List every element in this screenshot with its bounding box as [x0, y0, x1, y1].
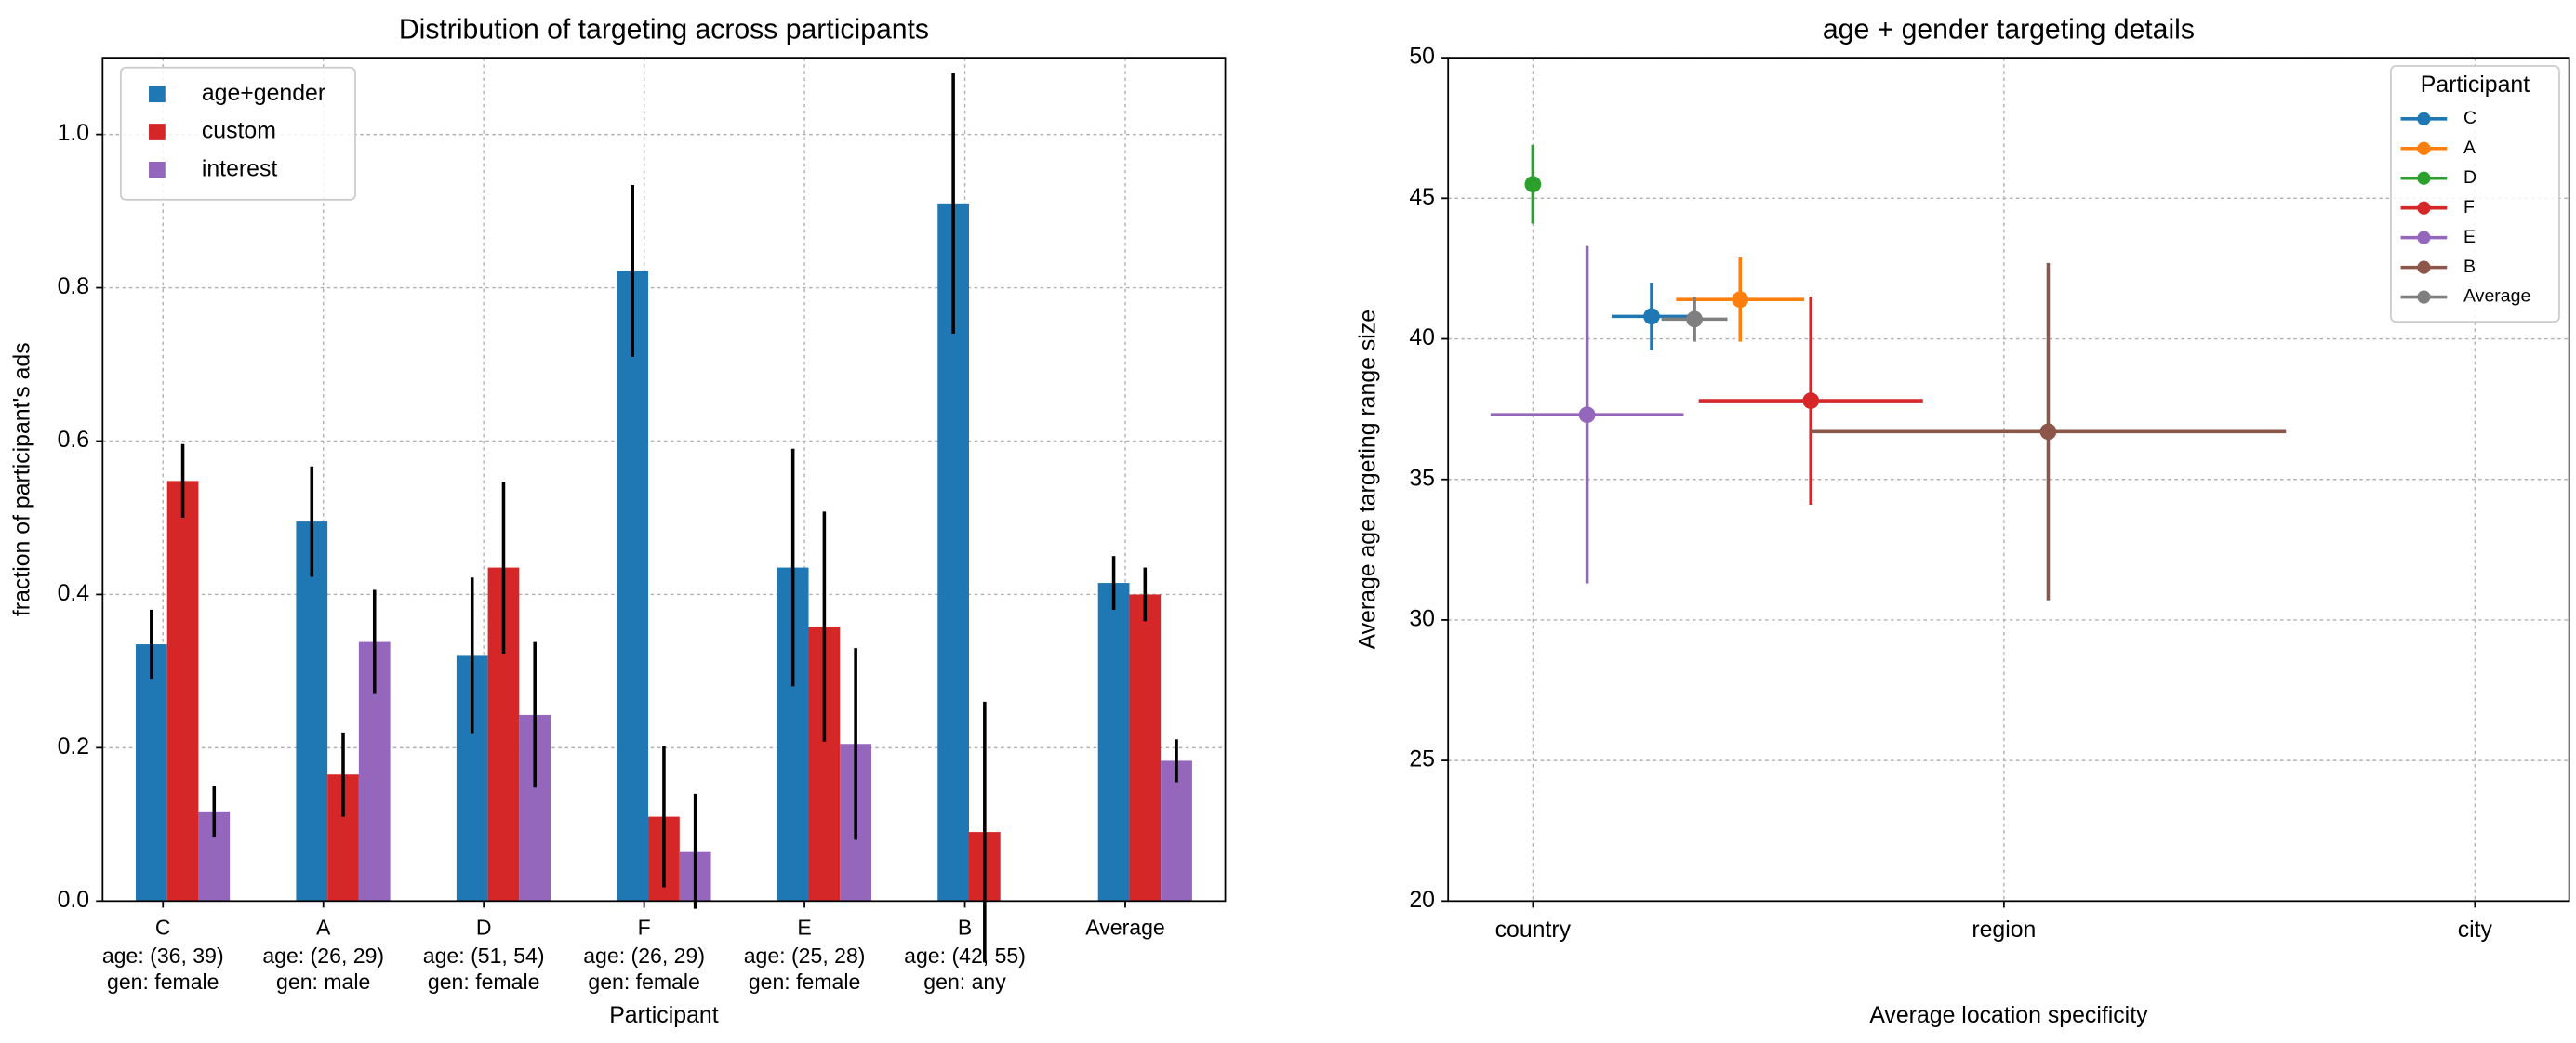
bar: [166, 481, 199, 902]
y-tick-label: 20: [1409, 888, 1435, 913]
x-axis-label: Participant: [609, 1003, 718, 1028]
legend-label: E: [2463, 227, 2476, 247]
legend-swatch: [149, 161, 166, 178]
x-tick-label: B: [958, 916, 972, 940]
legend-box: [119, 66, 356, 201]
legend-marker: [2417, 231, 2431, 244]
x-tick-label: D: [476, 916, 492, 940]
point: [2039, 423, 2057, 441]
bar: [1097, 583, 1130, 902]
x-tick-label: E: [797, 916, 811, 940]
y-tick-label: 25: [1409, 747, 1435, 772]
x-tick-detail: gen: any: [923, 970, 1006, 994]
legend-swatch: [149, 124, 166, 140]
bar: [296, 522, 328, 902]
x-tick-label: city: [2458, 918, 2493, 943]
x-tick-detail: age: (26, 29): [262, 944, 384, 968]
y-axis-label: fraction of participant's ads: [10, 342, 35, 616]
y-tick-label: 0.0: [58, 888, 90, 913]
legend-label: age+gender: [202, 81, 325, 106]
legend-marker: [2417, 112, 2431, 125]
x-tick-label: F: [638, 916, 651, 940]
x-tick-detail: age: (51, 54): [423, 944, 545, 968]
legend-marker: [2417, 260, 2431, 274]
x-tick-label: A: [316, 916, 331, 940]
y-tick-label: 50: [1409, 45, 1435, 70]
bar: [1161, 760, 1192, 902]
x-tick-label: country: [1495, 918, 1572, 943]
x-tick-detail: gen: female: [588, 970, 700, 994]
y-tick-label: 0.4: [58, 581, 90, 606]
legend-marker: [2417, 141, 2431, 155]
x-tick-detail: gen: female: [428, 970, 540, 994]
x-tick-detail: age: (25, 28): [744, 944, 866, 968]
legend-label: B: [2463, 257, 2476, 277]
x-axis-label: Average location specificity: [1869, 1003, 2148, 1028]
legend-label: custom: [202, 119, 276, 144]
x-tick-detail: age: (42, 55): [904, 944, 1026, 968]
y-tick-label: 0.2: [58, 734, 90, 759]
axes-frame: [101, 57, 1227, 903]
point: [1686, 310, 1703, 328]
y-tick-label: 35: [1409, 466, 1435, 491]
x-tick-detail: gen: female: [107, 970, 219, 994]
y-tick-label: 30: [1409, 606, 1435, 631]
legend: age+gender custom interest: [119, 66, 356, 201]
point: [1578, 406, 1596, 424]
chart-title: Distribution of targeting across partici…: [399, 15, 929, 46]
y-axis-label: Average age targeting range size: [1356, 310, 1381, 650]
legend-marker: [2417, 290, 2431, 304]
legend-swatch: [149, 86, 166, 103]
point: [1524, 176, 1542, 193]
x-tick-detail: gen: female: [749, 970, 861, 994]
y-tick-label: 45: [1409, 185, 1435, 210]
bar: [617, 271, 649, 902]
legend-label: Average: [2463, 286, 2530, 307]
legend-title: Participant: [2421, 73, 2530, 98]
bar: [1129, 594, 1162, 902]
legend-marker: [2417, 201, 2431, 215]
y-tick-label: 0.8: [58, 274, 90, 299]
y-tick-label: 0.6: [58, 428, 90, 453]
chart-title: age + gender targeting details: [1823, 15, 2195, 46]
point: [1802, 392, 1820, 409]
legend-label: A: [2463, 138, 2476, 158]
legend-label: C: [2463, 108, 2476, 128]
legend-label: D: [2463, 167, 2476, 188]
legend-marker: [2417, 171, 2431, 185]
y-tick-label: 40: [1409, 325, 1435, 350]
x-tick-detail: gen: male: [276, 970, 370, 994]
legend-label: interest: [202, 156, 278, 181]
x-tick-detail: age: (26, 29): [583, 944, 705, 968]
point: [1732, 291, 1749, 309]
x-tick-label: Average: [1085, 916, 1164, 940]
axes-frame: [1447, 57, 2570, 903]
legend-box: [2390, 65, 2560, 323]
legend-label: F: [2463, 197, 2475, 218]
bar: [135, 644, 167, 902]
x-tick-detail: age: (36, 39): [102, 944, 224, 968]
x-tick-label: C: [155, 916, 171, 940]
point: [1643, 308, 1660, 325]
x-tick-label: region: [1972, 918, 2036, 943]
y-tick-label: 1.0: [58, 121, 90, 146]
